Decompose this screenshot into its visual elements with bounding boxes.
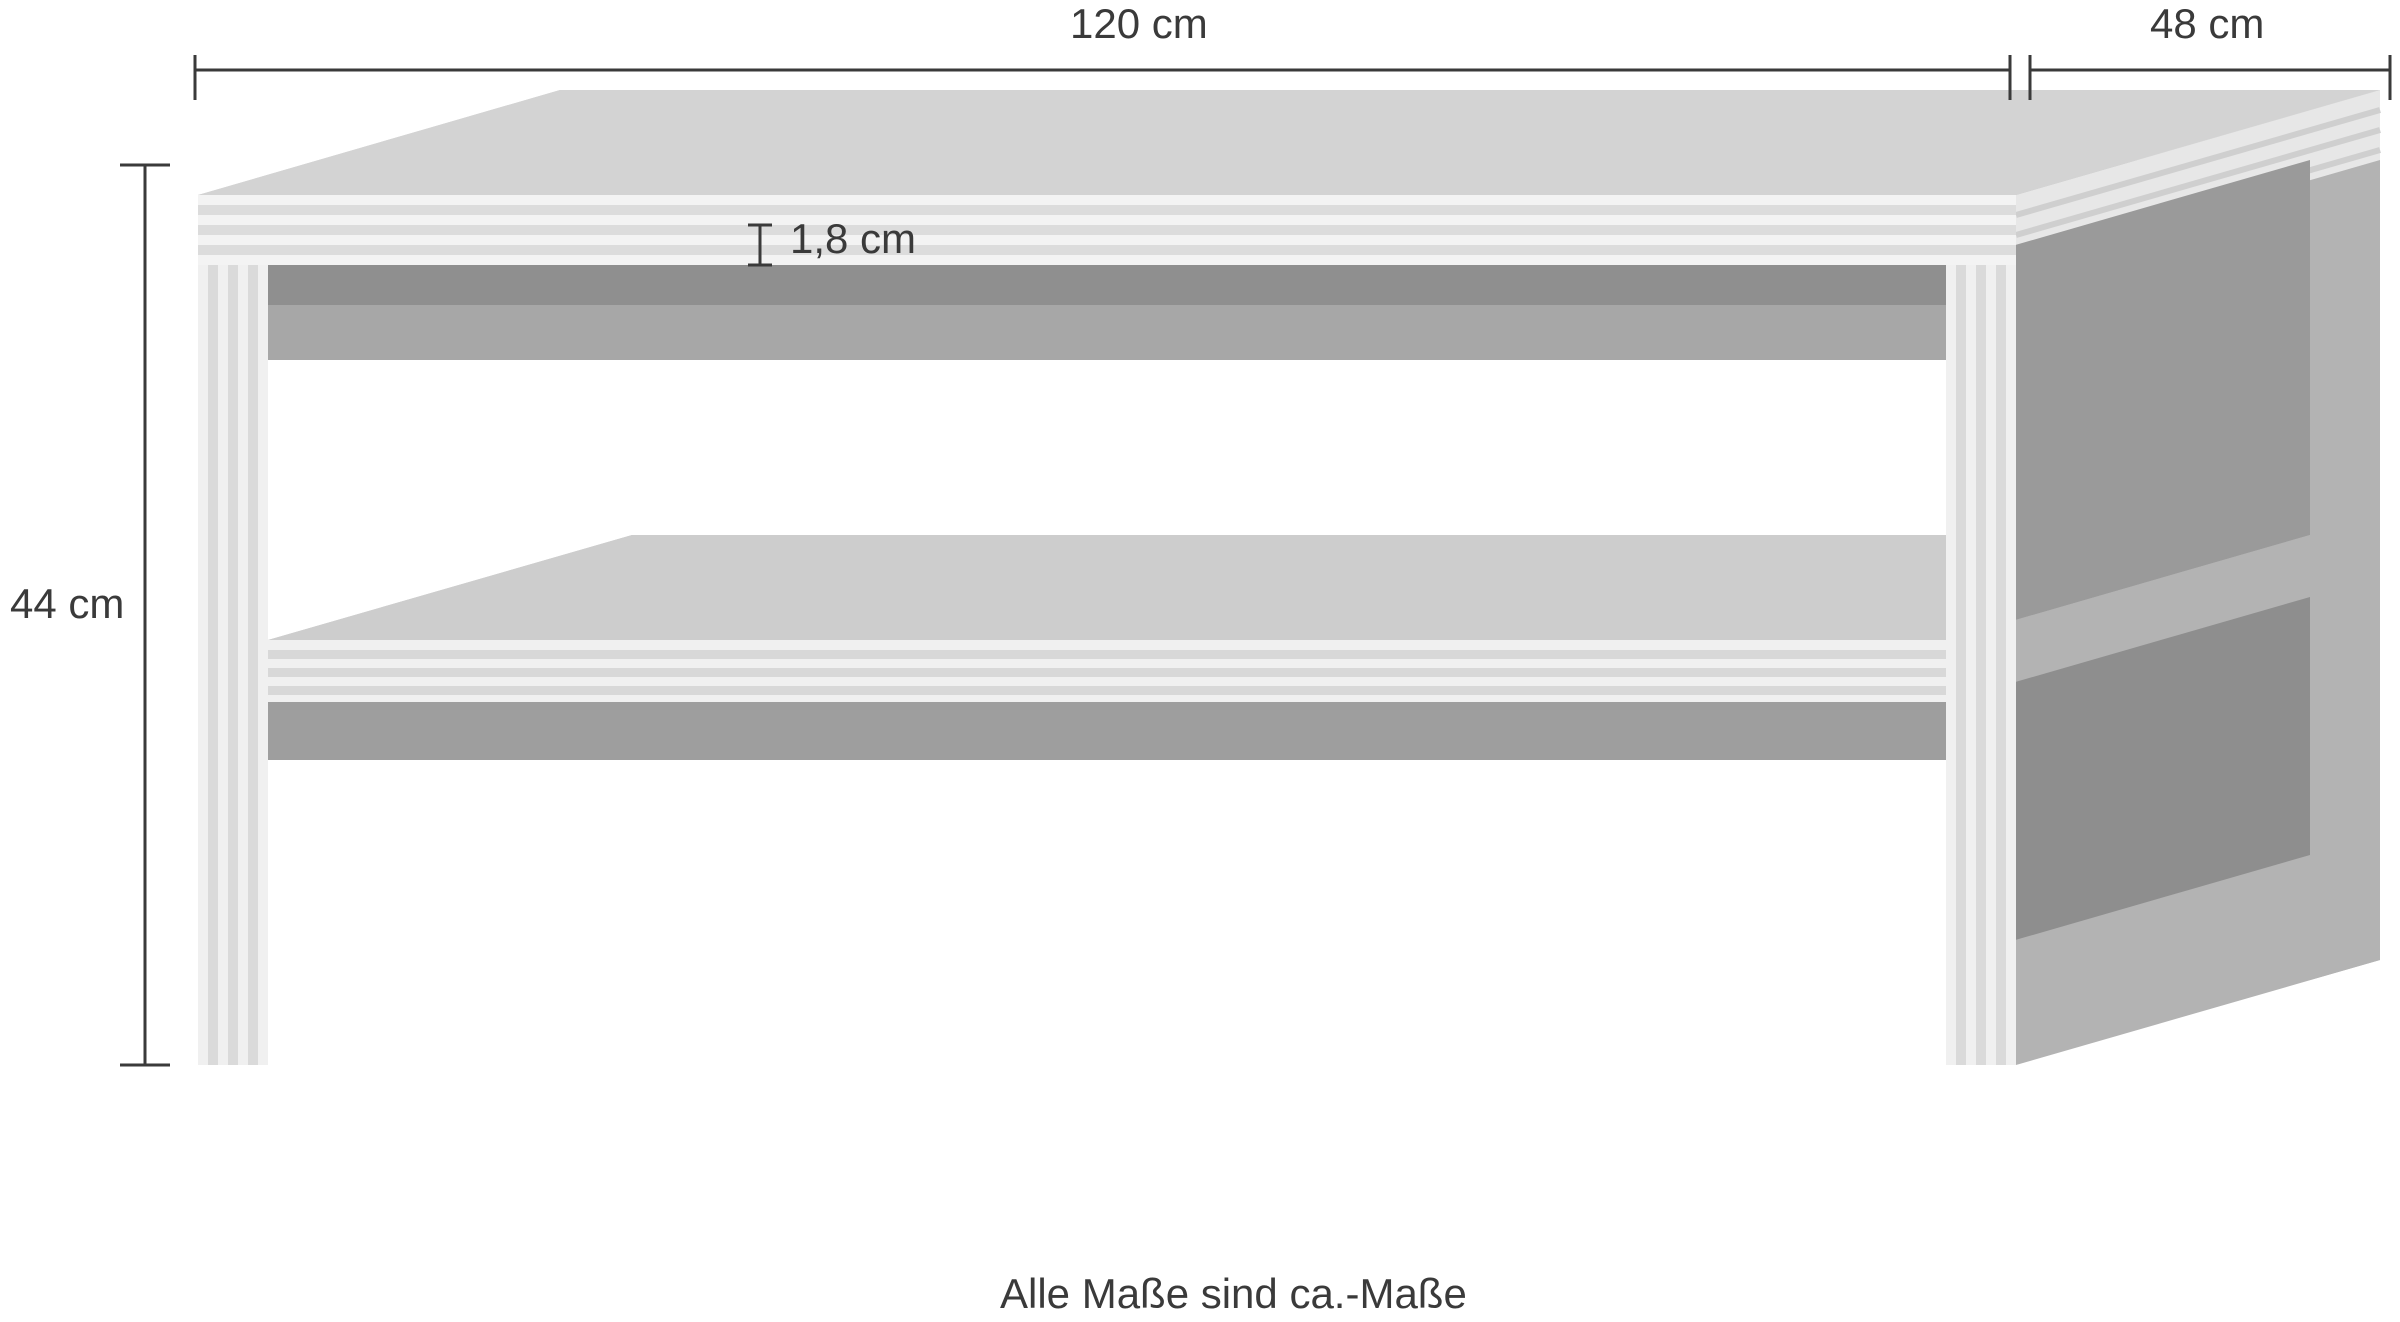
open-area-lower	[268, 760, 1946, 1065]
furniture-svg	[0, 0, 2400, 1322]
diagram-stage: 120 cm 48 cm 44 cm 1,8 cm Alle Maße sind…	[0, 0, 2400, 1322]
caption-text: Alle Maße sind ca.-Maße	[1000, 1270, 1467, 1318]
right-panel-outer-strip	[2310, 140, 2380, 980]
dim-depth-label: 48 cm	[2150, 0, 2264, 48]
dim-width-label: 120 cm	[1070, 0, 1208, 48]
dim-thickness-label: 1,8 cm	[790, 215, 916, 263]
dim-height-label: 44 cm	[10, 580, 124, 628]
